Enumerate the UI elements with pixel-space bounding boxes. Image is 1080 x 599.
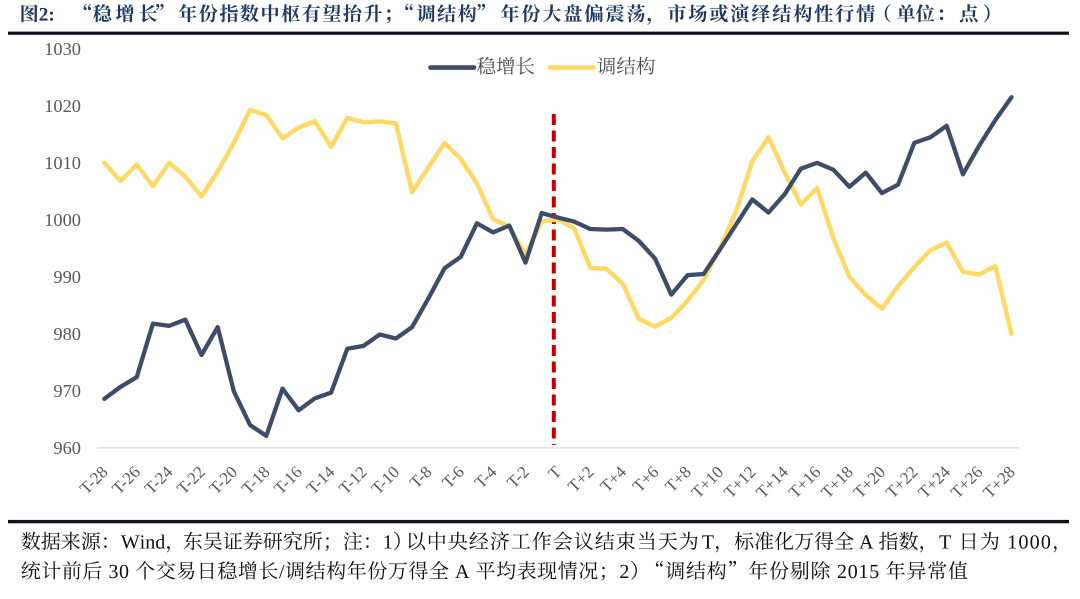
svg-text:1020: 1020 [44,96,81,116]
svg-text:1000: 1000 [44,210,81,230]
svg-text:970: 970 [53,381,81,401]
svg-text:980: 980 [53,324,81,344]
svg-text:1010: 1010 [44,153,81,173]
svg-text:990: 990 [53,267,81,287]
svg-text:960: 960 [53,438,81,458]
svg-text:1030: 1030 [44,39,81,59]
